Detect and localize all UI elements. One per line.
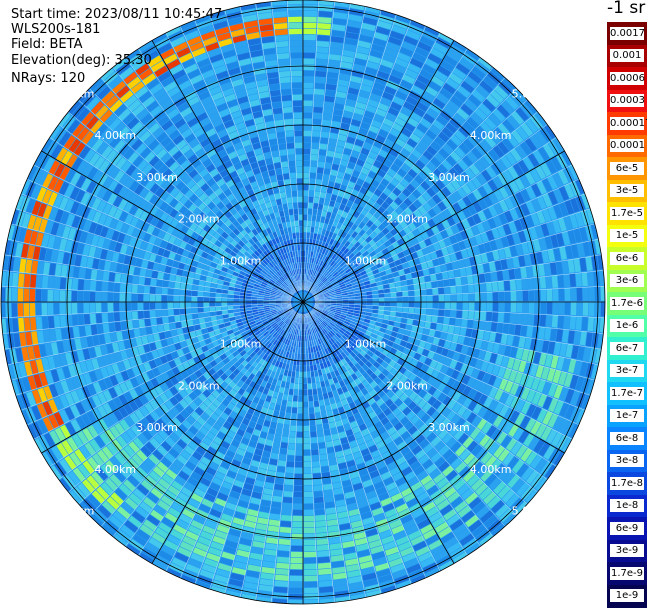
elevation-text: Elevation(deg): 35.30	[11, 53, 152, 68]
backscatter-cells	[1, 0, 605, 603]
colorbar-swatch: 3e-6	[607, 269, 647, 293]
colorbar-tick-label: 1e-9	[610, 589, 644, 603]
colorbar-swatch: 1.7e-8	[607, 472, 647, 495]
azimuth-spoke	[41, 301, 304, 454]
azimuth-spoke	[302, 301, 565, 454]
colorbar-tick-label: 6e-5	[610, 161, 644, 175]
polar-grid	[0, 0, 606, 605]
backscatter-cells	[56, 16, 332, 510]
colorbar-tick-label: 1.7e-5	[610, 206, 644, 220]
range-ring-label: 3.00km	[428, 171, 470, 184]
range-ring-label: 3.00km	[428, 421, 470, 434]
colorbar-tick-label: 0.001	[610, 49, 644, 63]
colorbar-swatch: 1e-7	[607, 404, 647, 428]
colorbar-tick-label: 3e-8	[610, 454, 644, 468]
range-ring-label: 4.00km	[95, 129, 137, 142]
range-ring-label: 1.00km	[345, 254, 387, 267]
colorbar: 0.0017 0.001 0.0006 0.0003 0.00017 0.0001 6e-5…	[607, 22, 647, 608]
field-text: Field: BETA	[11, 37, 83, 52]
range-ring-label: 2.00km	[178, 213, 220, 226]
range-ring-label: 5.00km	[53, 505, 95, 518]
range-ring-label: 5.00km	[512, 87, 554, 100]
colorbar-swatch: 6e-6	[607, 247, 647, 270]
range-ring-label: 3.00km	[136, 421, 178, 434]
colorbar-swatch: 1e-9	[607, 584, 647, 608]
nrays-text: NRays: 120	[11, 71, 86, 86]
colorbar-tick-label: 6e-8	[610, 431, 644, 445]
colorbar-swatch: 0.001	[607, 44, 647, 68]
azimuth-spoke	[41, 150, 304, 303]
colorbar-swatch: 3e-9	[607, 539, 647, 563]
colorbar-swatch: 3e-5	[607, 179, 647, 203]
colorbar-tick-label: 1.7e-6	[610, 296, 644, 310]
instrument-text: WLS200s-181	[11, 22, 101, 37]
azimuth-spoke	[302, 40, 455, 303]
range-ring-label: 5.00km	[512, 505, 554, 518]
range-ring-label: 1.00km	[220, 338, 262, 351]
colorbar-tick-label: 1e-8	[610, 499, 644, 513]
colorbar-tick-label: 1e-5	[610, 229, 644, 243]
colorbar-tick-label: 1e-7	[610, 409, 644, 423]
colorbar-swatch: 6e-9	[607, 517, 647, 540]
azimuth-spoke	[151, 301, 304, 564]
colorbar-tick-label: 3e-7	[610, 364, 644, 378]
range-ring-label: 4.00km	[95, 463, 137, 476]
colorbar-tick-label: 0.0003	[610, 94, 645, 108]
colorbar-tick-label: 0.00017	[610, 116, 647, 130]
colorbar-swatch: 3e-7	[607, 359, 647, 383]
colorbar-swatch: 1e-5	[607, 224, 647, 248]
colorbar-tick-label: 3e-9	[610, 544, 644, 558]
colorbar-swatch: 0.0001	[607, 134, 647, 158]
colorbar-tick-label: 6e-7	[610, 341, 644, 355]
colorbar-tick-label: 1.7e-9	[610, 566, 644, 580]
colorbar-swatch: 3e-8	[607, 449, 647, 473]
colorbar-swatch: 1.7e-6	[607, 292, 647, 315]
backscatter-cells	[23, 18, 274, 429]
azimuth-spoke	[302, 150, 565, 303]
range-ring-label: 2.00km	[386, 213, 428, 226]
colorbar-swatch: 1.7e-9	[607, 562, 647, 585]
colorbar-tick-label: 1.7e-7	[610, 386, 644, 400]
range-ring-label: 4.00km	[470, 463, 512, 476]
range-ring-label: 1.00km	[345, 338, 387, 351]
range-ring-label: 2.00km	[178, 379, 220, 392]
colorbar-swatch: 6e-8	[607, 427, 647, 450]
ray-separators	[1, 0, 605, 604]
colorbar-swatch: 6e-7	[607, 337, 647, 360]
backscatter-cells	[72, 347, 564, 580]
range-labels: 1.00km 1.00km 1.00km 1.00km 2.00km 2.00km 2.00…	[53, 87, 553, 517]
colorbar-swatch: 0.0017	[607, 22, 647, 45]
colorbar-swatch: 1e-6	[607, 314, 647, 338]
range-ring-label: 2.00km	[386, 379, 428, 392]
range-ring-label: 5.00km	[53, 87, 95, 100]
range-ring-label: 1.00km	[220, 254, 262, 267]
start-time-text: Start time: 2023/08/11 10:45:47	[11, 7, 223, 22]
colorbar-swatch: 1.7e-5	[607, 202, 647, 225]
colorbar-swatch: 1.7e-7	[607, 382, 647, 405]
colorbar-swatch: 0.00017	[607, 112, 647, 135]
range-ring-label: 4.00km	[470, 129, 512, 142]
colorbar-unit-label: -1 sr	[607, 0, 646, 18]
colorbar-tick-label: 0.0001	[610, 139, 645, 153]
range-ring-label: 3.00km	[136, 171, 178, 184]
colorbar-swatch: 6e-5	[607, 157, 647, 180]
colorbar-tick-label: 3e-5	[610, 184, 644, 198]
colorbar-tick-label: 1.7e-8	[610, 476, 644, 490]
colorbar-tick-label: 6e-9	[610, 521, 644, 535]
azimuth-spoke	[302, 301, 455, 564]
colorbar-tick-label: 6e-6	[610, 251, 644, 265]
colorbar-tick-label: 1e-6	[610, 319, 644, 333]
colorbar-tick-label: 3e-6	[610, 274, 644, 288]
colorbar-tick-label: 0.0017	[610, 26, 645, 40]
colorbar-swatch: 0.0003	[607, 89, 647, 113]
colorbar-swatch: 0.0006	[607, 67, 647, 90]
azimuth-spoke	[151, 40, 304, 303]
colorbar-tick-label: 0.0006	[610, 71, 645, 85]
colorbar-swatch: 1e-8	[607, 494, 647, 518]
